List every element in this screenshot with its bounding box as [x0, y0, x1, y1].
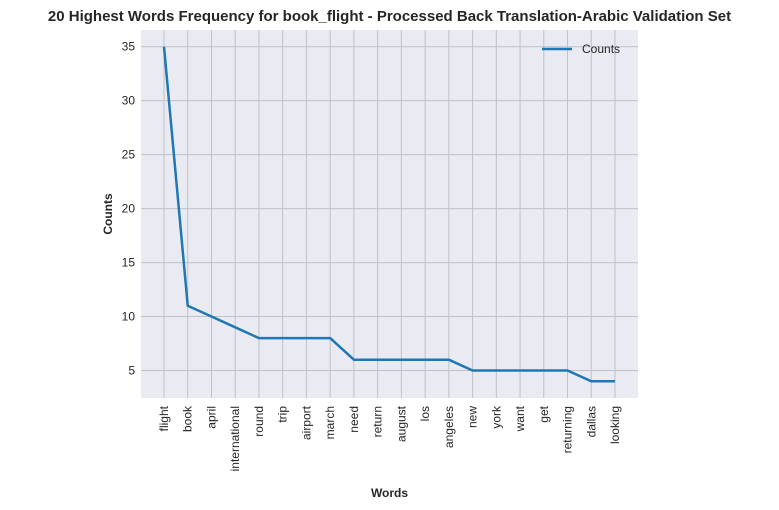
y-tick-label: 10 [122, 310, 136, 324]
x-tick-label: dallas [584, 406, 598, 437]
x-tick-label: angeles [442, 406, 456, 448]
y-tick-label: 25 [122, 148, 136, 162]
x-tick-label: los [418, 406, 432, 421]
x-tick-label: york [489, 405, 503, 429]
grid [141, 30, 638, 398]
y-tick-label: 20 [122, 202, 136, 216]
x-tick-label: return [371, 406, 385, 437]
x-tick-label: get [537, 405, 551, 422]
legend-label: Counts [582, 42, 620, 56]
x-tick-label: book [181, 405, 195, 432]
y-tick-label: 35 [122, 40, 136, 54]
x-tick-label: want [513, 405, 527, 432]
y-axis-label: Counts [101, 193, 115, 235]
plot-area [141, 30, 638, 398]
x-tick-label: march [323, 406, 337, 439]
x-axis-ticks: flight book april international round trip air… [157, 405, 622, 471]
x-tick-label: returning [561, 406, 575, 453]
x-tick-label: april [204, 406, 218, 429]
y-tick-label: 5 [128, 363, 135, 377]
x-tick-label: need [347, 406, 361, 433]
x-tick-label: new [466, 406, 480, 428]
x-tick-label: airport [299, 405, 313, 440]
y-axis-ticks: 5 10 15 20 25 30 35 [122, 40, 136, 378]
x-tick-label: international [228, 406, 242, 471]
x-tick-label: looking [608, 406, 622, 444]
series-line [162, 46, 615, 383]
x-axis-label: Words [371, 486, 408, 500]
x-tick-label: august [394, 405, 408, 442]
chart-title: 20 Highest Words Frequency for book_flig… [47, 8, 732, 25]
x-tick-label: round [252, 406, 266, 437]
y-tick-label: 30 [122, 94, 136, 108]
x-tick-label: flight [157, 405, 171, 431]
series-layer [162, 46, 615, 383]
x-tick-label: trip [276, 406, 290, 423]
legend: Counts [542, 42, 620, 56]
y-tick-label: 15 [122, 256, 136, 270]
